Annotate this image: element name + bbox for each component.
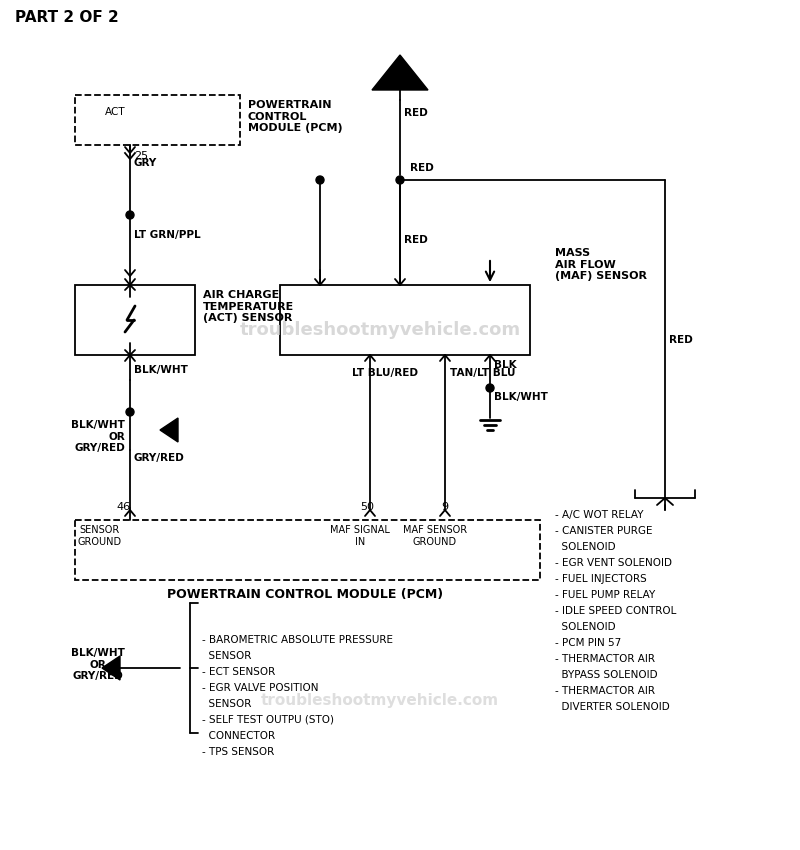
Text: POWERTRAIN CONTROL MODULE (PCM): POWERTRAIN CONTROL MODULE (PCM): [167, 588, 443, 601]
Text: GRY: GRY: [134, 158, 158, 168]
Text: - PCM PIN 57: - PCM PIN 57: [555, 638, 622, 648]
Text: SOLENOID: SOLENOID: [555, 622, 616, 632]
Text: ACT: ACT: [105, 107, 126, 117]
Polygon shape: [372, 55, 428, 90]
Text: TAN/LT BLU: TAN/LT BLU: [450, 368, 515, 378]
Text: troubleshootmyvehicle.com: troubleshootmyvehicle.com: [239, 321, 521, 339]
Text: - SELF TEST OUTPU (STO): - SELF TEST OUTPU (STO): [202, 715, 334, 725]
Polygon shape: [102, 656, 120, 680]
Text: - FUEL PUMP RELAY: - FUEL PUMP RELAY: [555, 590, 655, 600]
Text: - THERMACTOR AIR: - THERMACTOR AIR: [555, 654, 655, 664]
Text: 9: 9: [441, 502, 448, 512]
Text: - EGR VALVE POSITION: - EGR VALVE POSITION: [202, 683, 318, 693]
Text: BLK/WHT: BLK/WHT: [494, 392, 548, 402]
Text: MAF SENSOR
GROUND: MAF SENSOR GROUND: [403, 525, 467, 547]
Text: C: C: [165, 425, 173, 435]
Text: BLK/WHT
OR
GRY/RED: BLK/WHT OR GRY/RED: [71, 648, 125, 681]
Text: - THERMACTOR AIR: - THERMACTOR AIR: [555, 686, 655, 696]
Text: AIR CHARGE
TEMPERATURE
(ACT) SENSOR: AIR CHARGE TEMPERATURE (ACT) SENSOR: [203, 290, 294, 323]
Text: troubleshootmyvehicle.com: troubleshootmyvehicle.com: [261, 693, 499, 707]
Text: 50: 50: [360, 502, 374, 512]
Text: 25: 25: [134, 151, 148, 161]
Text: 46: 46: [116, 502, 130, 512]
Text: - CANISTER PURGE: - CANISTER PURGE: [555, 526, 653, 536]
Text: LT GRN/PPL: LT GRN/PPL: [134, 230, 201, 240]
Text: - IDLE SPEED CONTROL: - IDLE SPEED CONTROL: [555, 606, 676, 616]
Text: BLK/WHT
OR
GRY/RED: BLK/WHT OR GRY/RED: [71, 420, 125, 453]
Text: SOLENOID: SOLENOID: [555, 542, 616, 552]
Circle shape: [316, 176, 324, 184]
Text: - A/C WOT RELAY: - A/C WOT RELAY: [555, 510, 643, 520]
Circle shape: [126, 211, 134, 219]
Text: BYPASS SOLENOID: BYPASS SOLENOID: [555, 670, 658, 680]
Text: RED: RED: [404, 108, 428, 118]
Text: RED: RED: [410, 163, 434, 173]
Text: - FUEL INJECTORS: - FUEL INJECTORS: [555, 574, 646, 584]
Text: SENSOR: SENSOR: [202, 699, 251, 709]
Circle shape: [486, 384, 494, 392]
Circle shape: [396, 176, 404, 184]
Text: MASS
AIR FLOW
(MAF) SENSOR: MASS AIR FLOW (MAF) SENSOR: [555, 248, 647, 281]
Text: - ECT SENSOR: - ECT SENSOR: [202, 667, 275, 677]
Text: BLK: BLK: [494, 360, 517, 370]
Text: - TPS SENSOR: - TPS SENSOR: [202, 747, 274, 757]
Text: GRY/RED: GRY/RED: [134, 453, 185, 463]
Text: LT BLU/RED: LT BLU/RED: [352, 368, 418, 378]
Text: SENSOR: SENSOR: [202, 651, 251, 661]
Text: CONNECTOR: CONNECTOR: [202, 731, 275, 741]
Text: BLK/WHT: BLK/WHT: [134, 365, 188, 375]
Text: PART 2 OF 2: PART 2 OF 2: [15, 10, 118, 25]
Polygon shape: [160, 418, 178, 442]
Text: RED: RED: [669, 335, 693, 345]
Text: DIVERTER SOLENOID: DIVERTER SOLENOID: [555, 702, 670, 712]
Text: SENSOR
GROUND: SENSOR GROUND: [78, 525, 122, 547]
Text: RED: RED: [404, 235, 428, 245]
Text: MAF SIGNAL
IN: MAF SIGNAL IN: [330, 525, 390, 547]
Text: - EGR VENT SOLENOID: - EGR VENT SOLENOID: [555, 558, 672, 568]
Text: POWERTRAIN
CONTROL
MODULE (PCM): POWERTRAIN CONTROL MODULE (PCM): [248, 100, 342, 133]
Text: C: C: [107, 663, 115, 673]
Text: - BAROMETRIC ABSOLUTE PRESSURE: - BAROMETRIC ABSOLUTE PRESSURE: [202, 635, 393, 645]
Circle shape: [126, 408, 134, 416]
Text: A: A: [394, 69, 406, 83]
